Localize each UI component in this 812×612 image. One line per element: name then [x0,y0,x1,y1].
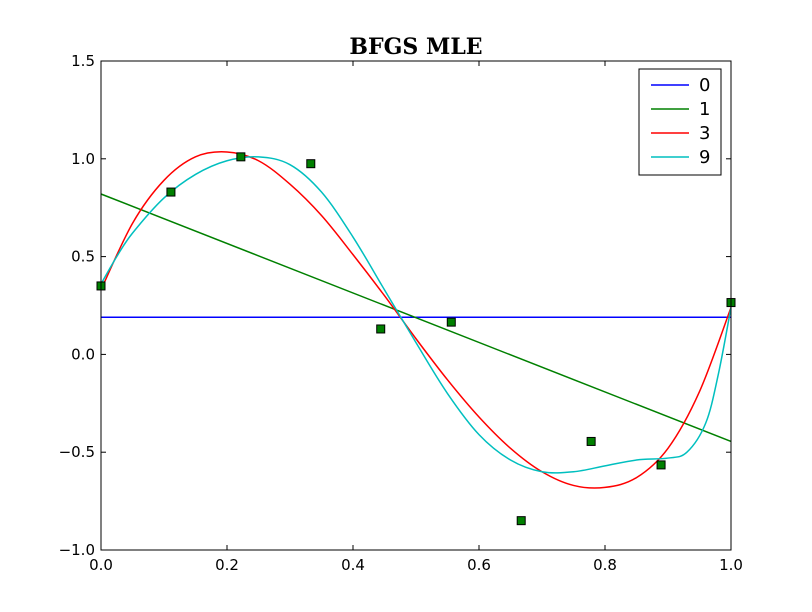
data-point [516,516,526,526]
plot-frame [100,60,732,551]
x-tick-label: 0.8 [593,556,617,574]
data-point [656,460,666,470]
y-tick-label: 1.0 [71,150,95,168]
legend-label: 0 [699,75,710,96]
legend-label: 1 [699,99,710,120]
data-point [586,436,596,446]
y-tick-label: 0.5 [71,248,95,266]
data-point [376,324,386,334]
x-tick-label: 1.0 [719,556,743,574]
y-tick-label: −1.0 [59,541,95,559]
data-point [166,187,176,197]
y-tick-label: 0.0 [71,345,95,363]
chart-title: BFGS MLE [349,34,482,60]
data-point [236,152,246,162]
y-tick-label: 1.5 [71,52,95,70]
legend-label: 3 [699,123,710,144]
series-line-9 [101,155,731,474]
plot-area [101,61,731,550]
legend-label: 9 [699,147,710,168]
x-tick-label: 0.4 [341,556,365,574]
x-tick-label: 0.6 [467,556,491,574]
data-point [446,317,456,327]
series-line-1 [101,193,731,443]
x-tick-label: 0.2 [215,556,239,574]
y-tick-label: −0.5 [59,443,95,461]
x-tick-label: 0.0 [89,556,113,574]
series-line-3 [101,151,731,489]
data-point [306,159,316,169]
